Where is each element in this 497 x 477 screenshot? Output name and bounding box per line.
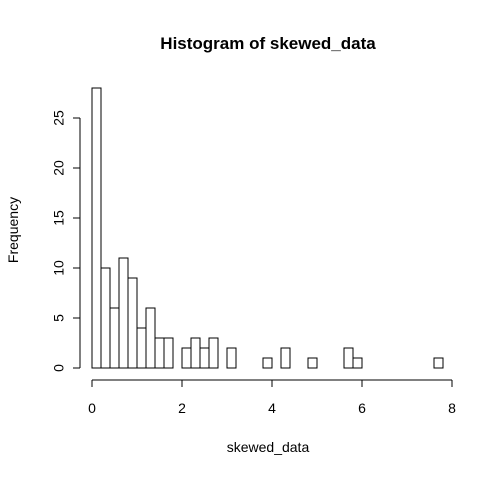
histogram-bar xyxy=(307,357,318,369)
histogram-bar xyxy=(100,267,111,369)
histogram-bar xyxy=(127,277,138,369)
histogram-bar xyxy=(280,347,291,369)
histogram-bar xyxy=(352,357,363,369)
x-tick-label: 8 xyxy=(448,400,456,416)
y-tick-label: 20 xyxy=(51,160,67,176)
y-tick-label: 5 xyxy=(51,314,67,322)
histogram-bar xyxy=(208,337,219,369)
histogram-bar xyxy=(163,337,174,369)
histogram-bar xyxy=(145,307,156,369)
y-tick-label: 0 xyxy=(51,364,67,372)
x-tick-label: 4 xyxy=(268,400,276,416)
y-tick-label: 25 xyxy=(51,110,67,126)
histogram-bar xyxy=(91,87,102,369)
histogram-bar xyxy=(226,347,237,369)
y-axis: 0 5 10 15 20 25 xyxy=(51,110,81,372)
histogram-bar xyxy=(118,257,129,369)
histogram-bar xyxy=(433,357,444,369)
x-tick-label: 6 xyxy=(358,400,366,416)
x-tick-label: 2 xyxy=(178,400,186,416)
chart-title: Histogram of skewed_data xyxy=(160,34,376,53)
histogram-bar xyxy=(154,337,165,369)
x-axis: 0 2 4 6 8 xyxy=(88,379,456,416)
x-axis-label: skewed_data xyxy=(227,439,310,455)
histogram-bar xyxy=(136,327,147,369)
histogram-bar xyxy=(262,357,273,369)
histogram-bar xyxy=(109,307,120,369)
histogram-bar xyxy=(199,347,210,369)
histogram-bar xyxy=(181,347,192,369)
y-tick-label: 10 xyxy=(51,260,67,276)
y-tick-label: 15 xyxy=(51,210,67,226)
histogram-bar xyxy=(190,337,201,369)
x-tick-label: 0 xyxy=(88,400,96,416)
y-axis-label: Frequency xyxy=(5,197,21,263)
histogram-bars xyxy=(91,87,444,369)
histogram-bar xyxy=(343,347,354,369)
